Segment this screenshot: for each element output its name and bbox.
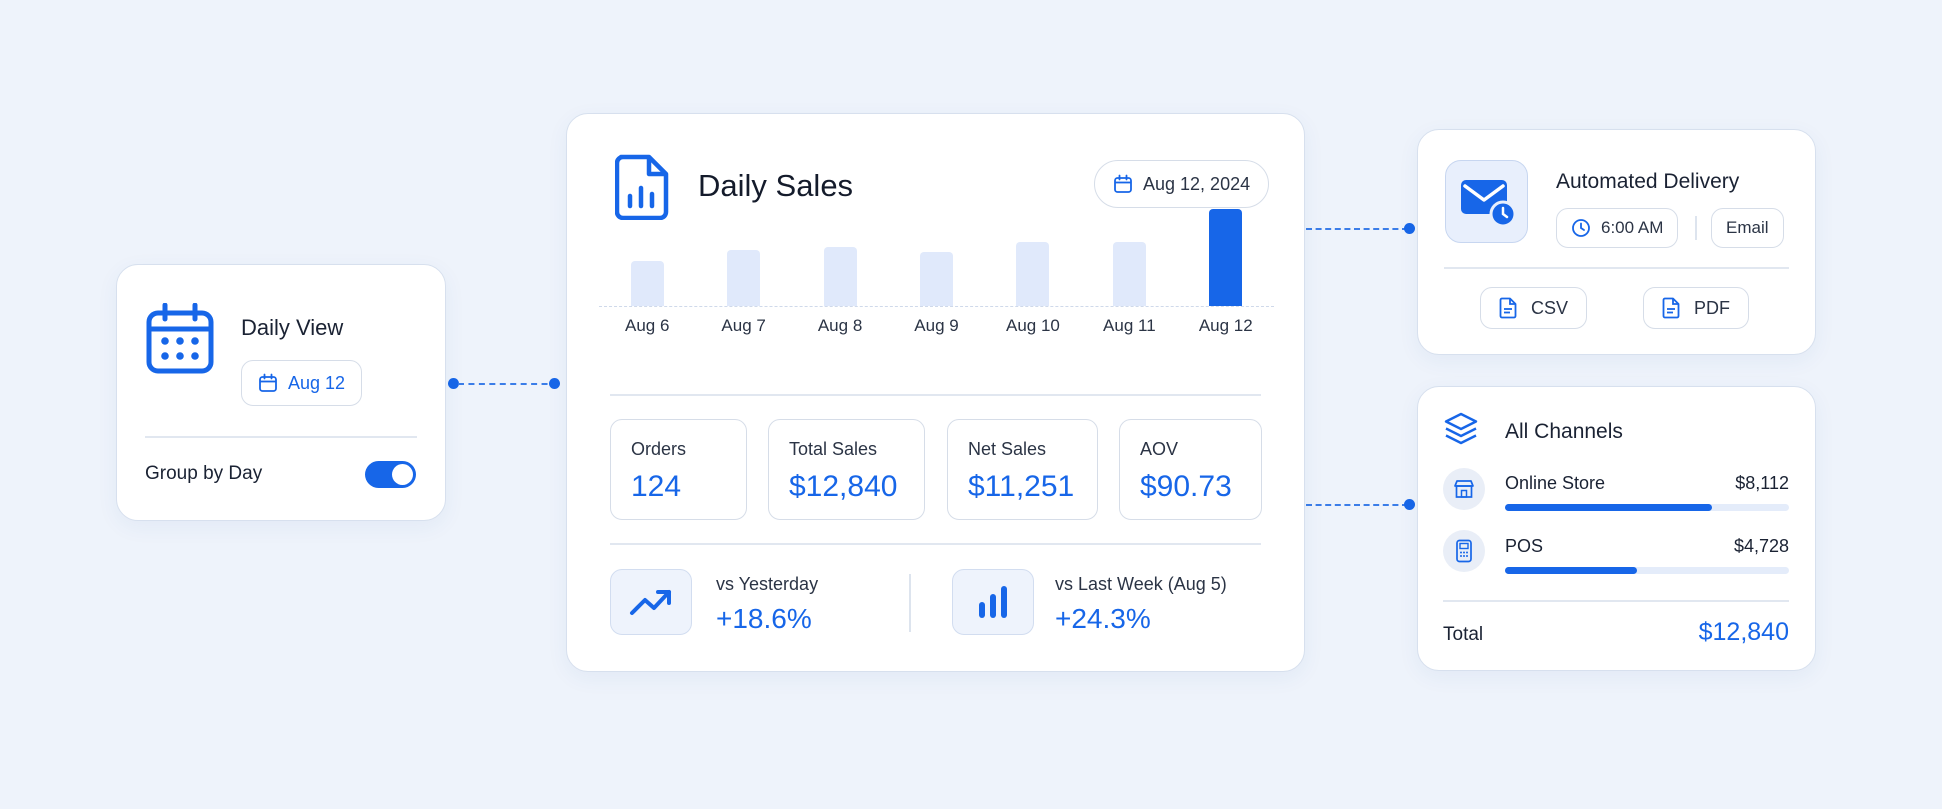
comparison-value: +24.3% xyxy=(1055,603,1151,634)
clock-icon xyxy=(1571,218,1591,238)
stat-value: $90.73 xyxy=(1140,470,1232,503)
chart-x-tick-label: Aug 8 xyxy=(817,316,863,335)
daily-sales-card: Daily Sales Aug 12, 2024 Aug 6 Aug 7 Aug 8… xyxy=(566,113,1305,672)
channel-progress-track xyxy=(1505,567,1789,574)
left-divider xyxy=(145,436,417,438)
file-icon xyxy=(1662,297,1680,319)
chart-x-axis: Aug 6 Aug 7 Aug 8 Aug 9 Aug 10 Aug 11 Aug 12 xyxy=(599,316,1274,340)
stat-value: 124 xyxy=(631,470,682,503)
stat-aov: AOV $90.73 xyxy=(1119,419,1262,520)
total-label: Total xyxy=(1443,624,1484,645)
connector-channels xyxy=(1306,504,1408,506)
stat-value: $11,251 xyxy=(968,470,1075,503)
comparison-label: vs Yesterday xyxy=(716,574,819,594)
delivery-time-chip[interactable]: 6:00 AM xyxy=(1556,208,1679,248)
channel-amount: $4,728 xyxy=(1733,536,1789,556)
delivery-divider xyxy=(1444,267,1789,269)
comparison-separator xyxy=(909,574,911,632)
stat-label: Orders xyxy=(631,439,687,459)
calendar-small-icon xyxy=(1113,174,1133,194)
calendar-icon xyxy=(146,302,214,375)
file-icon xyxy=(1499,297,1517,319)
chart-bar xyxy=(1112,242,1146,306)
chart-x-tick-label: Aug 7 xyxy=(721,316,766,335)
page-title: Daily Sales xyxy=(698,168,854,203)
stat-total-sales: Total Sales $12,840 xyxy=(768,419,925,520)
channel-progress-fill xyxy=(1505,567,1638,574)
pos-icon-badge xyxy=(1443,530,1485,572)
chart-baseline xyxy=(599,306,1274,307)
stat-label: Total Sales xyxy=(789,439,878,459)
chart-x-tick-label: Aug 9 xyxy=(914,316,959,335)
comparison-value: +18.6% xyxy=(716,603,812,634)
chart-bar xyxy=(727,250,761,306)
channel-progress-track xyxy=(1505,504,1789,511)
trend-box xyxy=(610,569,692,635)
chart-x-tick-label: Aug 6 xyxy=(624,316,670,335)
chart-bar xyxy=(823,247,857,306)
report-chart-icon xyxy=(614,154,669,221)
connector-left xyxy=(458,383,558,385)
report-date-label: Aug 12, 2024 xyxy=(1143,173,1251,194)
chart-bar xyxy=(630,261,664,306)
connector-dot-channels xyxy=(1404,499,1415,510)
chip-separator xyxy=(1695,216,1697,240)
channel-name: Online Store xyxy=(1505,473,1606,493)
delivery-method-label: Email xyxy=(1726,218,1769,237)
channels-title: All Channels xyxy=(1505,420,1623,443)
group-by-day-toggle[interactable] xyxy=(365,461,416,488)
stats-divider xyxy=(610,543,1261,545)
chart-x-tick-label: Aug 12 xyxy=(1198,316,1253,335)
chart-x-tick-label: Aug 11 xyxy=(1103,316,1156,335)
stat-value: $12,840 xyxy=(789,470,898,503)
connector-dot-left-end xyxy=(549,378,560,389)
channel-amount: $8,112 xyxy=(1735,473,1789,493)
total-value: $12,840 xyxy=(1698,618,1789,646)
stat-net-sales: Net Sales $11,251 xyxy=(947,419,1098,520)
calendar-small-icon xyxy=(258,373,278,393)
store-icon-badge xyxy=(1443,468,1485,510)
store-icon xyxy=(1453,478,1475,500)
chart-bar xyxy=(920,252,953,306)
chart-divider xyxy=(610,394,1261,396)
daily-sales-bar-chart: Aug 6 Aug 7 Aug 8 Aug 9 Aug 10 Aug 11 Aug 12 xyxy=(599,206,1274,336)
delivery-time-label: 6:00 AM xyxy=(1601,218,1664,237)
chart-plot-area xyxy=(599,206,1274,306)
stat-orders: Orders 124 xyxy=(610,419,747,520)
toggle-knob xyxy=(392,464,413,485)
pdf-format-button[interactable]: PDF xyxy=(1643,287,1749,329)
layers-icon xyxy=(1443,411,1479,447)
channel-name: POS xyxy=(1505,536,1544,556)
comparison-label: vs Last Week (Aug 5) xyxy=(1055,574,1227,594)
group-by-day-label: Group by Day xyxy=(145,463,263,484)
delivery-method-chip[interactable]: Email xyxy=(1711,208,1784,248)
daily-view-title: Daily View xyxy=(241,315,344,340)
automated-delivery-card: Automated Delivery 6:00 AM Email CSV PDF xyxy=(1417,129,1816,355)
csv-label: CSV xyxy=(1531,297,1569,318)
connector-dot-delivery xyxy=(1404,223,1415,234)
chart-x-tick-label: Aug 10 xyxy=(1005,316,1060,335)
chart-bar xyxy=(1209,209,1243,306)
stat-label: Net Sales xyxy=(968,439,1047,459)
pos-terminal-icon xyxy=(1455,539,1473,563)
chart-bar xyxy=(1016,242,1050,306)
all-channels-card: All Channels Online Store $8,112 POS $4,… xyxy=(1417,386,1816,671)
daily-view-card: Daily View Aug 12 Group by Day xyxy=(116,264,446,521)
date-chip-label: Aug 12 xyxy=(288,372,346,393)
connector-dot-left-start xyxy=(448,378,459,389)
date-chip[interactable]: Aug 12 xyxy=(241,360,363,406)
channels-divider xyxy=(1443,600,1789,602)
channel-progress-fill xyxy=(1505,504,1713,511)
stat-label: AOV xyxy=(1140,439,1179,459)
delivery-title: Automated Delivery xyxy=(1556,170,1740,193)
report-date-chip[interactable]: Aug 12, 2024 xyxy=(1094,160,1270,208)
mail-clock-icon-box xyxy=(1445,160,1528,243)
mail-clock-icon xyxy=(1457,174,1517,230)
csv-format-button[interactable]: CSV xyxy=(1480,287,1588,329)
pdf-label: PDF xyxy=(1694,297,1730,318)
connector-delivery xyxy=(1306,228,1408,230)
trend-up-icon xyxy=(629,587,673,617)
bar-chart-icon xyxy=(975,585,1011,619)
weekly-box xyxy=(952,569,1034,635)
